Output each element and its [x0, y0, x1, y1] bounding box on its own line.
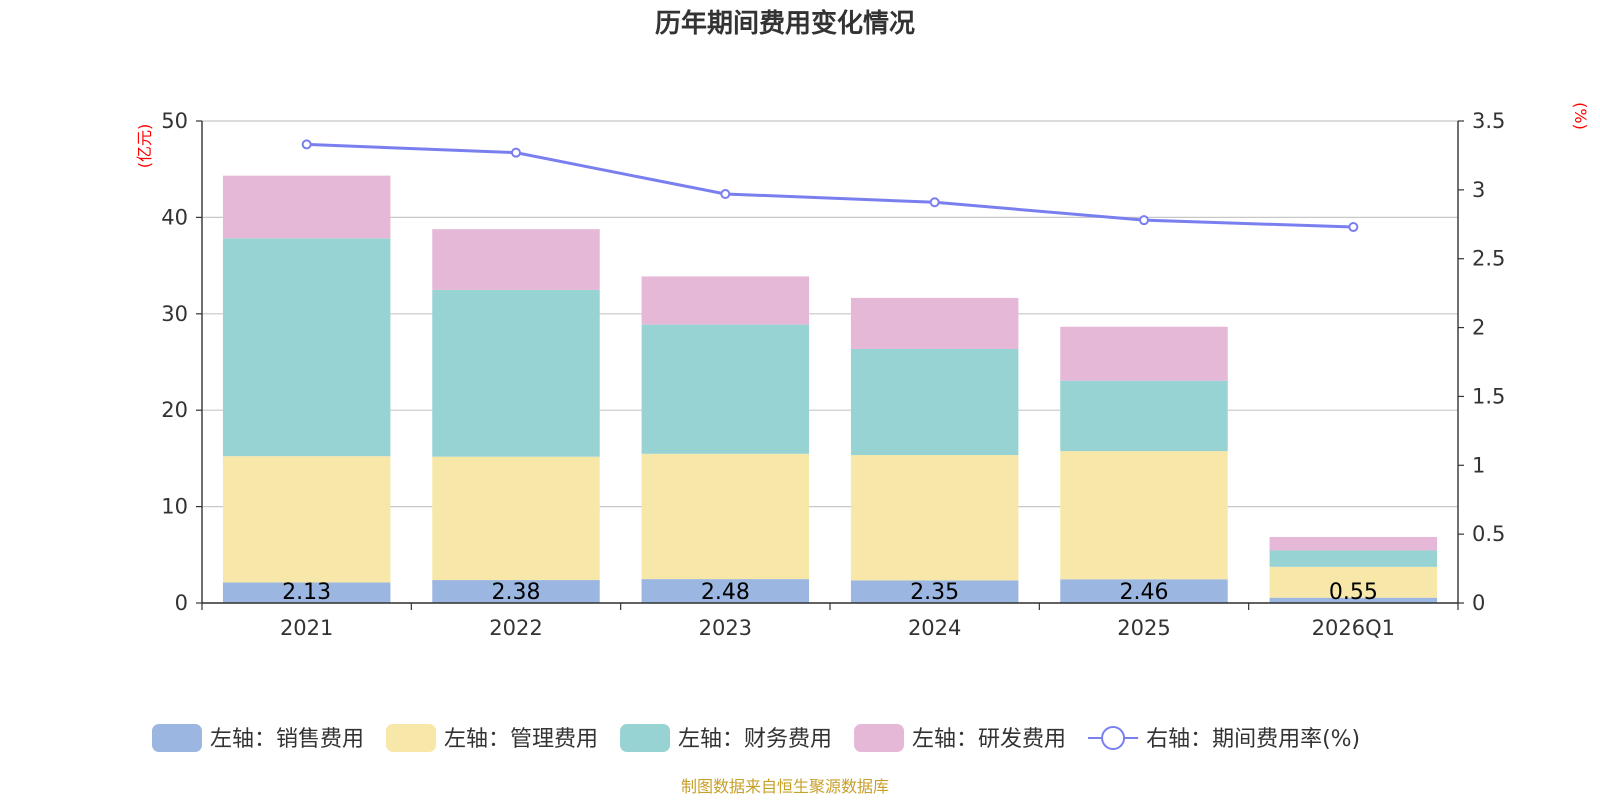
sales-data-label: 2.48 — [701, 580, 750, 605]
bar-segment — [1269, 566, 1438, 598]
data-labels: 2.13 2.38 2.48 2.35 2.46 0.55 — [282, 580, 1378, 605]
legend-label: 左轴：财务费用 — [678, 727, 832, 752]
bar-segment — [432, 229, 600, 290]
legend-swatch — [854, 724, 905, 752]
rate-point — [929, 197, 940, 208]
bar-segment — [641, 453, 810, 580]
bar-segment — [222, 238, 391, 457]
bar-segment — [432, 580, 600, 603]
legend-swatch — [152, 724, 202, 752]
bar-segment — [641, 276, 810, 325]
category-label: 2026Q1 — [1312, 616, 1395, 640]
right-tick-label: 1 — [1472, 453, 1485, 477]
right-tick-label: 2 — [1472, 316, 1485, 340]
bar-segment — [432, 456, 600, 581]
legend-label: 右轴：期间费用率(%) — [1146, 727, 1360, 752]
category-label: 2021 — [280, 616, 333, 640]
sales-data-label: 2.13 — [282, 580, 331, 605]
left-tick-label: 20 — [161, 398, 188, 422]
left-tick-label: 50 — [161, 109, 188, 133]
right-tick-label: 0.5 — [1472, 522, 1505, 546]
bar-segment — [850, 455, 1019, 581]
bar-segment — [1060, 579, 1228, 603]
right-axis-unit: (%) — [1571, 102, 1590, 130]
bar-segment — [1269, 597, 1438, 603]
legend-swatch — [620, 724, 671, 752]
expense-rate-line — [301, 139, 1359, 233]
bar-segment — [641, 324, 810, 454]
bar-segment — [432, 289, 600, 457]
bar-segment — [222, 582, 391, 603]
sales-data-label: 0.55 — [1329, 580, 1378, 605]
right-tick-label: 0 — [1472, 591, 1485, 615]
rate-point — [301, 139, 312, 150]
right-tick-label: 3.5 — [1472, 109, 1505, 133]
rate-point — [1139, 215, 1149, 226]
legend-label: 左轴：销售费用 — [210, 727, 364, 752]
left-tick-label: 10 — [161, 495, 188, 519]
bar-segment — [1269, 550, 1438, 567]
bar-segment — [850, 348, 1019, 456]
rate-line-path — [306, 142, 1354, 229]
chart-title: 历年期间费用变化情况 — [655, 8, 915, 39]
bar-segment — [1060, 326, 1228, 381]
category-label: 2024 — [908, 616, 961, 640]
sales-data-label: 2.38 — [492, 580, 541, 605]
rate-point — [720, 188, 731, 199]
right-tick-label: 3 — [1472, 178, 1485, 202]
right-tick-label: 2.5 — [1472, 247, 1505, 271]
left-axis-unit: (亿元) — [135, 124, 154, 169]
left-tick-label: 0 — [175, 591, 188, 615]
bar-segment — [641, 579, 810, 603]
source-note: 制图数据来自恒生聚源数据库 — [681, 777, 889, 796]
rate-point — [1348, 222, 1359, 233]
category-label: 2025 — [1117, 616, 1170, 640]
legend: 左轴：销售费用 左轴：管理费用 左轴：财务费用 左轴：研发费用 右轴：期间费用率(%) — [152, 724, 1360, 752]
legend-line-marker — [1101, 726, 1126, 750]
bar-segment — [850, 580, 1019, 603]
sales-data-label: 2.46 — [1120, 580, 1169, 605]
bar-segment — [850, 297, 1019, 349]
right-tick-label: 1.5 — [1472, 384, 1505, 408]
stacked-bars — [222, 175, 1438, 603]
legend-label: 左轴：管理费用 — [444, 727, 598, 752]
bar-segment — [1269, 536, 1438, 551]
rate-point — [511, 147, 521, 158]
legend-swatch — [386, 724, 437, 752]
bar-segment — [1060, 451, 1228, 580]
legend-label: 左轴：研发费用 — [912, 727, 1066, 752]
bar-segment — [222, 456, 391, 583]
left-tick-label: 30 — [161, 302, 188, 326]
axes: 0 10 20 30 40 50 0 0.5 1 1.5 2 2.5 3 3.5 2021 2022 2023 2… — [161, 109, 1505, 640]
category-label: 2022 — [489, 616, 542, 640]
bar-segment — [1060, 380, 1228, 452]
bar-segment — [222, 175, 391, 239]
left-tick-label: 40 — [161, 205, 188, 229]
category-label: 2023 — [699, 616, 752, 640]
sales-data-label: 2.35 — [910, 580, 959, 605]
